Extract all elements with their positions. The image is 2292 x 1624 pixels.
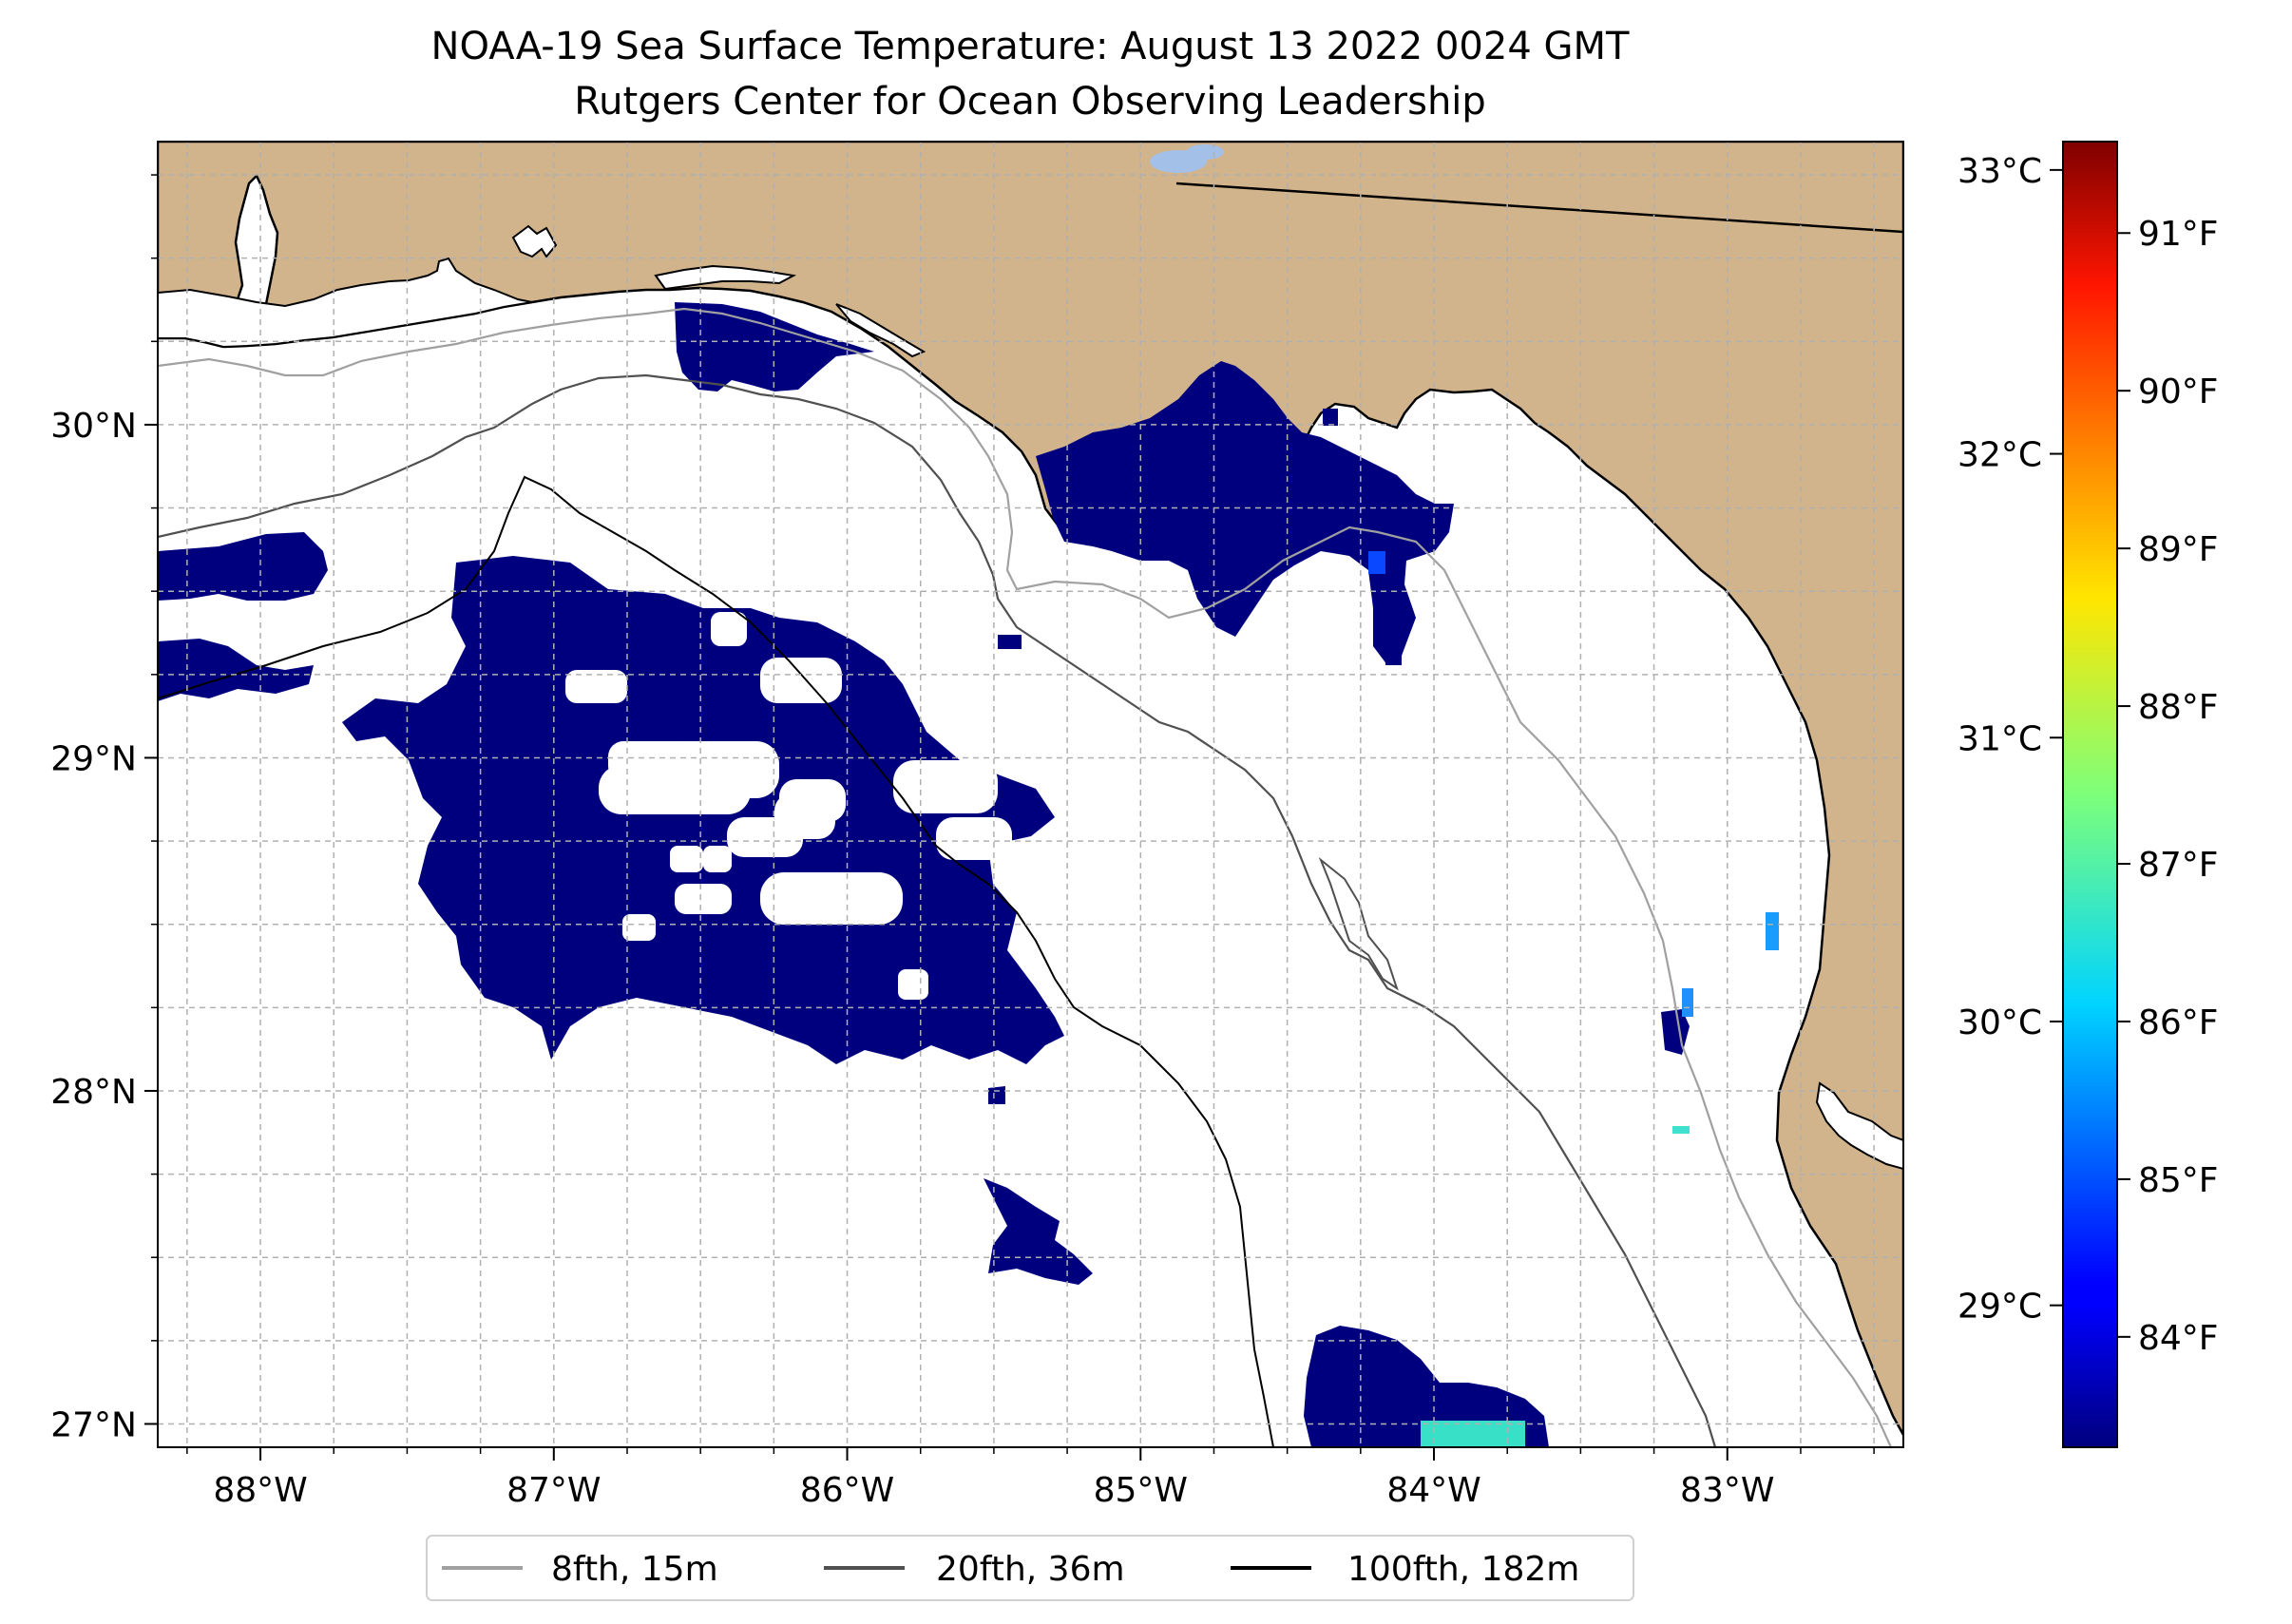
- tampa-bay: [1815, 1081, 1903, 1171]
- data-gap: [760, 658, 842, 703]
- fahrenheit-tick-label: 91°F: [2138, 215, 2219, 254]
- gridlines: [158, 142, 1903, 1447]
- latitude-axis: 30°N 29°N 28°N 27°N: [50, 174, 158, 1444]
- mississippi-sound: [158, 257, 533, 349]
- isobath-20fth-detail: [1318, 856, 1399, 991]
- lon-tick-label: 85°W: [1094, 1471, 1188, 1510]
- chart-subtitle: Rutgers Center for Ocean Observing Leade…: [574, 80, 1486, 124]
- celsius-tick-label: 32°C: [1958, 436, 2042, 475]
- map-frame: [157, 141, 1904, 1448]
- celsius-tick-label: 30°C: [1958, 1003, 2042, 1042]
- data-gap: [599, 765, 751, 814]
- legend: 8fth, 15m 20fth, 36m 100fth, 182m: [426, 1535, 1634, 1601]
- data-gap: [727, 817, 803, 857]
- fahrenheit-tick-label: 89°F: [2138, 530, 2219, 569]
- fahrenheit-tick-label: 85°F: [2138, 1161, 2219, 1200]
- data-gap: [675, 884, 732, 914]
- chart-title: NOAA-19 Sea Surface Temperature: August …: [431, 25, 1630, 68]
- longitude-axis: 88°W 87°W 86°W 85°W 84°W 83°W: [186, 1447, 1875, 1510]
- colorbar-celsius-axis: 29°C 30°C 31°C 32°C 33°C: [1958, 152, 2063, 1327]
- data-gap: [622, 914, 656, 941]
- data-gap: [703, 846, 732, 872]
- legend-label-8fth: 8fth, 15m: [551, 1550, 718, 1589]
- lat-tick-label: 28°N: [50, 1073, 137, 1112]
- sst-data-gaps: [565, 612, 1012, 1000]
- isobath-20fth: [158, 373, 1717, 1447]
- data-gap: [670, 846, 703, 872]
- sst-patch: [675, 302, 874, 392]
- data-gap: [893, 760, 998, 813]
- colorbar-fahrenheit-axis: 84°F 85°F 86°F 87°F 88°F 89°F 90°F 91°F: [2117, 215, 2219, 1358]
- sst-patch: [988, 1086, 1005, 1104]
- map-panel: 88°W 87°W 86°W 85°W 84°W 83°W 30°N 29°N 28°N 27°…: [50, 141, 1904, 1510]
- sst-warm-speck: [1682, 988, 1693, 1017]
- sst-patch: [998, 635, 1022, 649]
- isobath-8fth: [158, 307, 1893, 1447]
- sst-patch: [1323, 409, 1338, 426]
- fahrenheit-tick-label: 88°F: [2138, 688, 2219, 727]
- lon-tick-label: 86°W: [800, 1471, 894, 1510]
- st-andrew-bay: [835, 303, 926, 358]
- lon-tick-label: 87°W: [506, 1471, 601, 1510]
- isobath-100fth: [158, 475, 1274, 1447]
- pensacola-bay: [511, 224, 558, 258]
- sst-patch: [1304, 1326, 1549, 1447]
- fahrenheit-tick-label: 87°F: [2138, 846, 2219, 885]
- data-gap: [711, 612, 747, 646]
- choctawhatchee-bay: [654, 264, 797, 291]
- sst-patch: [1385, 646, 1402, 665]
- state-border: [1175, 182, 1903, 234]
- lon-tick-label: 84°W: [1386, 1471, 1480, 1510]
- celsius-tick-label: 29°C: [1958, 1288, 2042, 1327]
- fahrenheit-tick-label: 86°F: [2138, 1003, 2219, 1042]
- sst-warm-speck: [1672, 1126, 1690, 1134]
- sst-warm-speck: [1368, 551, 1385, 574]
- legend-label-100fth: 100fth, 182m: [1347, 1550, 1579, 1589]
- data-gap: [898, 969, 928, 1000]
- celsius-tick-label: 31°C: [1958, 719, 2042, 758]
- data-gap: [936, 817, 1012, 860]
- lat-tick-label: 29°N: [50, 739, 137, 778]
- sst-patch: [984, 1178, 1093, 1285]
- sst-patch: [158, 532, 328, 601]
- data-gap: [760, 872, 903, 925]
- legend-box: [426, 1535, 1634, 1601]
- lat-tick-label: 30°N: [50, 407, 137, 446]
- lat-tick-label: 27°N: [50, 1405, 137, 1444]
- celsius-tick-label: 33°C: [1958, 152, 2042, 191]
- data-gap: [565, 670, 627, 703]
- sst-warm-speck: [1766, 912, 1779, 950]
- lon-tick-label: 88°W: [213, 1471, 307, 1510]
- fahrenheit-tick-label: 84°F: [2138, 1319, 2219, 1358]
- fahrenheit-tick-label: 90°F: [2138, 373, 2219, 411]
- legend-label-20fth: 20fth, 36m: [936, 1550, 1125, 1589]
- lake: [1186, 144, 1224, 160]
- lon-tick-label: 83°W: [1680, 1471, 1774, 1510]
- colorbar-gradient: [2062, 141, 2118, 1448]
- colorbar: 29°C 30°C 31°C 32°C 33°C 84°F 85°F 86°F 87°F 88°…: [1958, 141, 2219, 1448]
